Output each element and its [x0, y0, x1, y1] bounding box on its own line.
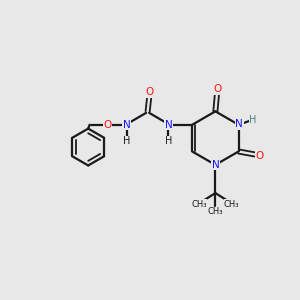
Text: N: N: [165, 120, 172, 130]
Text: CH₃: CH₃: [208, 207, 223, 216]
Text: N: N: [123, 120, 131, 130]
Text: O: O: [146, 87, 154, 97]
Text: N: N: [212, 160, 219, 170]
Text: CH₃: CH₃: [224, 200, 239, 209]
Text: O: O: [103, 120, 112, 130]
Text: H: H: [249, 115, 257, 125]
Text: H: H: [165, 136, 172, 146]
Text: O: O: [213, 84, 222, 94]
Text: H: H: [123, 136, 130, 146]
Text: N: N: [235, 119, 243, 129]
Text: CH₃: CH₃: [191, 200, 207, 209]
Text: O: O: [255, 151, 263, 161]
